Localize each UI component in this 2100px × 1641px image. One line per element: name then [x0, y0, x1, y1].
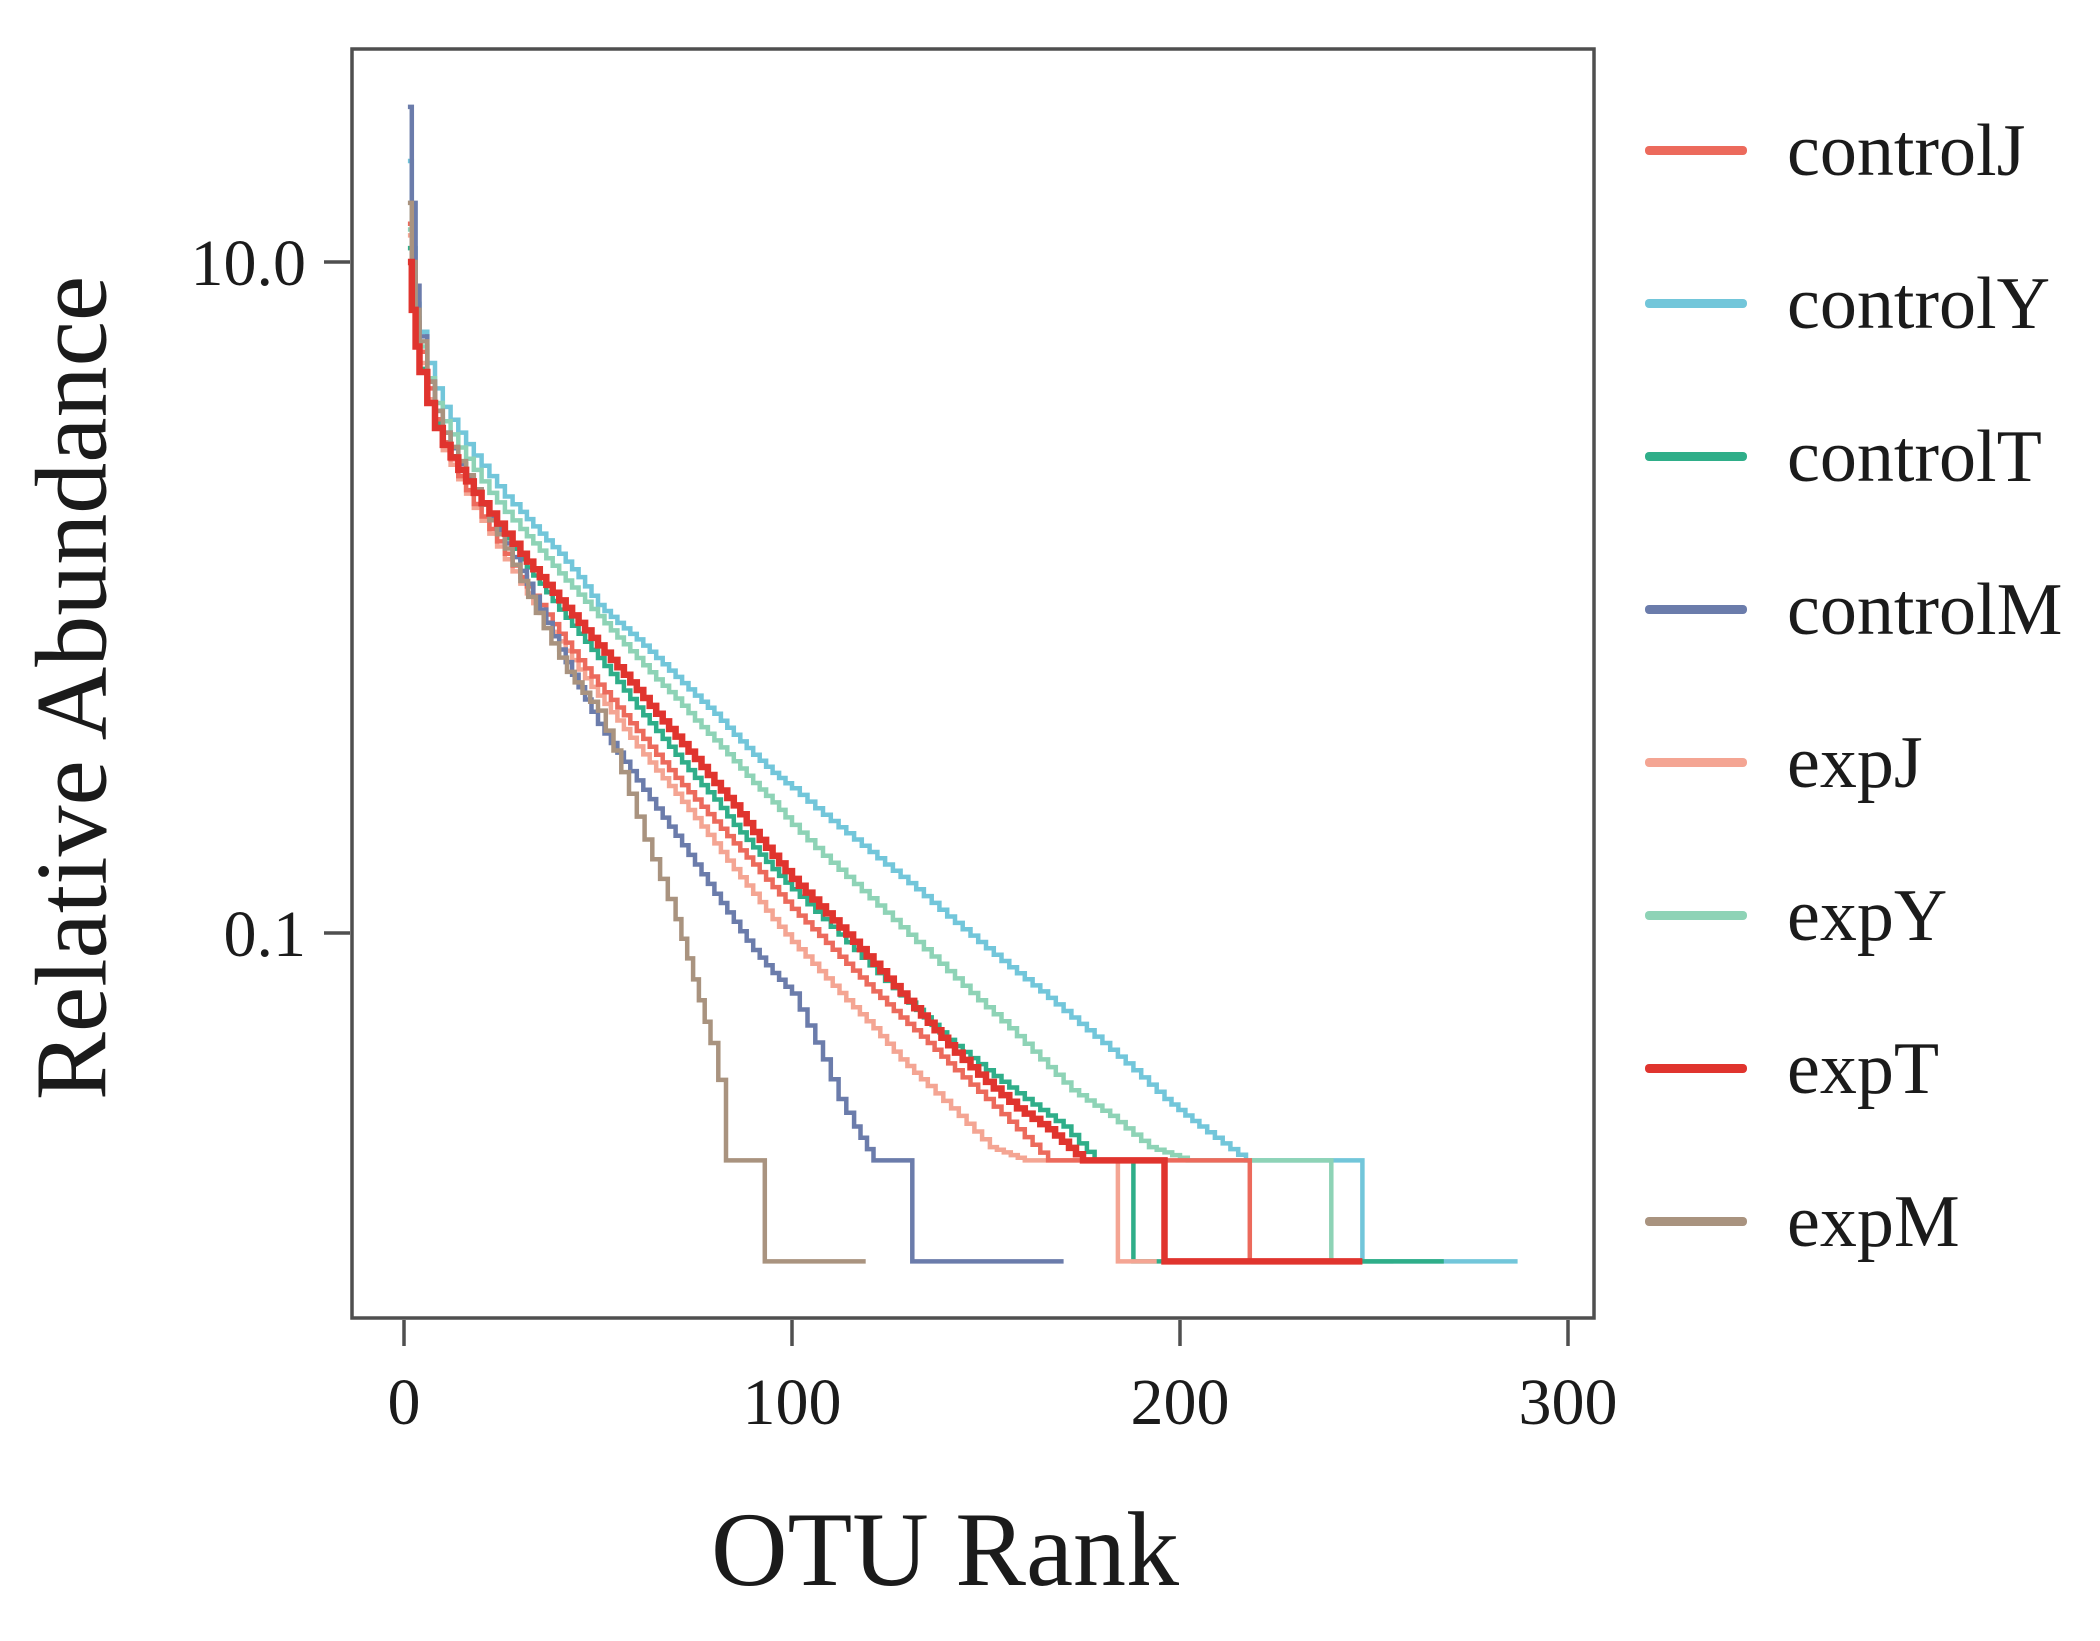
series-line-controlJ [407, 221, 1336, 1264]
legend-label: expJ [1787, 721, 1923, 804]
legend-swatch-expT [1645, 1064, 1747, 1073]
series-line-expT [407, 258, 1363, 1265]
legend-label: controlJ [1787, 109, 2026, 192]
legend-item-controlY: controlY [1645, 227, 2062, 380]
legend-swatch-controlY [1645, 299, 1747, 308]
legend-swatch-expM [1645, 1217, 1747, 1226]
y-axis-title: Relative Abundance [15, 275, 129, 1101]
legend-swatch-controlJ [1645, 146, 1747, 155]
legend-item-controlM: controlM [1645, 533, 2062, 686]
x-tick-label: 200 [1131, 1366, 1230, 1439]
x-axis-title: OTU Rank [710, 1491, 1180, 1608]
x-tick-label: 300 [1519, 1366, 1618, 1439]
legend-label: expY [1787, 874, 1948, 957]
series-line-expY [407, 227, 1394, 1264]
legend-item-controlJ: controlJ [1645, 74, 2062, 227]
legend-label: controlT [1787, 415, 2042, 498]
legend-label: controlM [1787, 568, 2063, 651]
legend-label: controlY [1787, 262, 2051, 345]
legend-swatch-expY [1645, 911, 1747, 920]
legend-item-expM: expM [1645, 1145, 2062, 1298]
series-line-expM [407, 200, 866, 1264]
series-line-controlT [407, 245, 1444, 1264]
legend-item-expJ: expJ [1645, 686, 2062, 839]
legend-item-expT: expT [1645, 992, 2062, 1145]
plot-border [350, 47, 1596, 1320]
series-line-expJ [407, 233, 1157, 1264]
legend-swatch-controlM [1645, 605, 1747, 614]
legend-label: expT [1787, 1027, 1940, 1110]
legend-swatch-controlT [1645, 452, 1747, 461]
series-line-controlY [407, 158, 1518, 1264]
series-line-controlM [407, 104, 1064, 1264]
legend-item-expY: expY [1645, 839, 2062, 992]
x-tick-label: 0 [388, 1366, 421, 1439]
legend-item-controlT: controlT [1645, 380, 2062, 533]
x-tick-label: 100 [743, 1366, 842, 1439]
y-tick-label: 10.0 [191, 227, 307, 300]
legend-label: expM [1787, 1180, 1960, 1263]
y-tick-label: 0.1 [224, 898, 307, 971]
legend: controlJ controlY controlT controlM expJ… [1645, 74, 2062, 1298]
legend-swatch-expJ [1645, 758, 1747, 767]
